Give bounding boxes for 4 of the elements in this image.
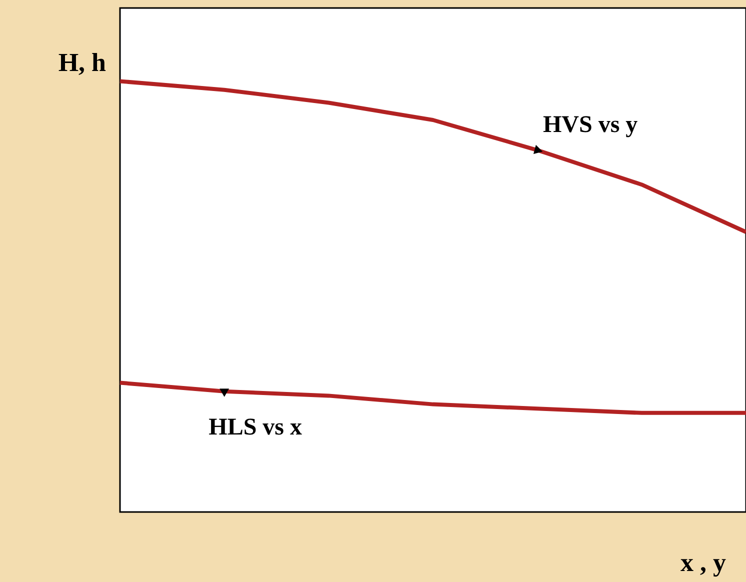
series-label: HVS vs y [542, 112, 638, 138]
y-axis-title: H, h [58, 48, 107, 77]
series-label: HLS vs x [208, 414, 302, 440]
x-axis-title: x , y [680, 548, 726, 577]
